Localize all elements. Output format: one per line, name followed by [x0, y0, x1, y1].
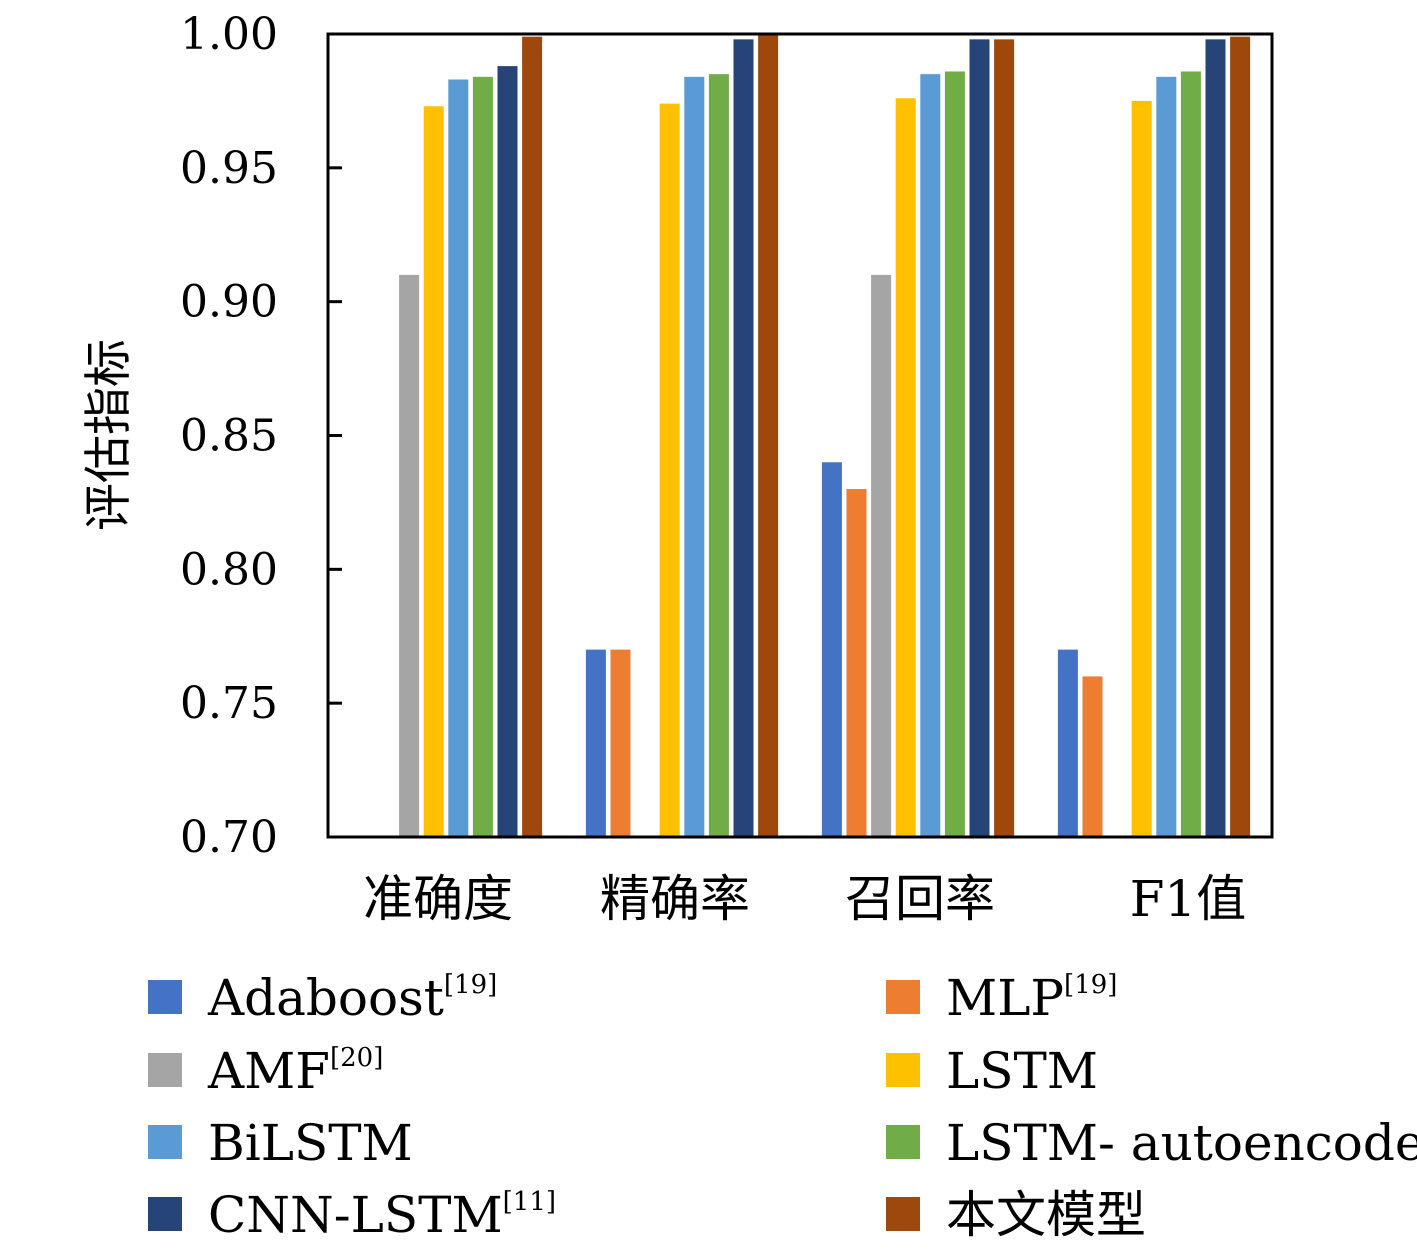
- bar-3-6: [1205, 39, 1226, 837]
- bar-2-0: [821, 462, 842, 837]
- bar-2-5: [944, 71, 965, 838]
- legend-label: MLP[19]: [946, 969, 1117, 1027]
- bar-0-7: [522, 36, 543, 838]
- legend-label: LSTM- autoencoder[10]: [946, 1114, 1417, 1172]
- legend-label: AMF[20]: [207, 1042, 383, 1100]
- y-tick-label: 0.70: [180, 812, 278, 863]
- bar-2-1: [846, 489, 867, 837]
- bar-0-6: [497, 66, 518, 838]
- bar-1-6: [733, 39, 754, 837]
- legend-swatch: [148, 1053, 182, 1087]
- x-category-label: F1值: [1130, 870, 1247, 928]
- bar-3-0: [1057, 649, 1078, 837]
- bar-0-5: [472, 76, 493, 838]
- legend-label: BiLSTM: [208, 1114, 413, 1172]
- bar-3-4: [1156, 76, 1177, 838]
- legend-ref: [19]: [444, 970, 497, 1000]
- bar-0-4: [448, 79, 469, 837]
- legend-ref: [11]: [503, 1187, 556, 1217]
- legend-swatch: [148, 1125, 182, 1159]
- legend-swatch: [886, 1197, 920, 1231]
- bar-0-3: [423, 106, 444, 837]
- bars-group: [399, 34, 1251, 838]
- legend-ref: [20]: [330, 1043, 383, 1073]
- bar-1-5: [708, 74, 729, 837]
- y-axis-label: 评估指标: [81, 339, 137, 531]
- x-axis: 准确度 精确率 召回率 F1值: [363, 870, 1246, 928]
- bar-1-7: [758, 34, 779, 837]
- y-tick-label: 0.95: [180, 143, 278, 194]
- y-tick-label: 0.85: [180, 411, 278, 462]
- bar-2-4: [920, 74, 941, 837]
- legend-swatch: [886, 980, 920, 1014]
- y-tick-label: 0.80: [180, 544, 278, 595]
- bar-1-1: [610, 649, 631, 837]
- x-category-label: 准确度: [363, 870, 513, 928]
- bar-0-2: [399, 274, 420, 837]
- y-tick-label: 0.90: [180, 277, 278, 328]
- x-category-label: 精确率: [600, 870, 750, 928]
- bar-1-0: [585, 649, 606, 837]
- bar-1-3: [659, 103, 680, 838]
- bar-1-4: [684, 76, 705, 838]
- legend-label: 本文模型: [946, 1186, 1146, 1244]
- bar-2-2: [871, 274, 892, 837]
- legend-label: CNN-LSTM[11]: [208, 1186, 556, 1244]
- bar-2-6: [969, 39, 990, 837]
- legend: Adaboost[19] MLP[19] AMF[20] LSTM BiLSTM LSTM…: [148, 969, 1417, 1244]
- y-tick-label: 1.00: [180, 9, 278, 60]
- legend-swatch: [148, 980, 182, 1014]
- x-category-label: 召回率: [845, 870, 995, 928]
- bar-3-3: [1131, 100, 1152, 837]
- bar-3-1: [1082, 676, 1103, 837]
- plot-frame: [326, 32, 1274, 839]
- legend-label: Adaboost[19]: [207, 969, 497, 1027]
- legend-swatch: [886, 1053, 920, 1087]
- legend-swatch: [886, 1125, 920, 1159]
- bar-2-7: [994, 39, 1015, 837]
- bar-2-3: [895, 98, 916, 838]
- bar-3-5: [1180, 71, 1201, 838]
- y-tick-label: 0.75: [180, 678, 278, 729]
- bar-3-7: [1230, 36, 1251, 838]
- y-axis: 0.70 0.75 0.80 0.85 0.90 0.95 1.00: [180, 9, 342, 863]
- legend-swatch: [148, 1197, 182, 1231]
- legend-label: LSTM: [946, 1042, 1098, 1100]
- legend-ref: [19]: [1064, 970, 1117, 1000]
